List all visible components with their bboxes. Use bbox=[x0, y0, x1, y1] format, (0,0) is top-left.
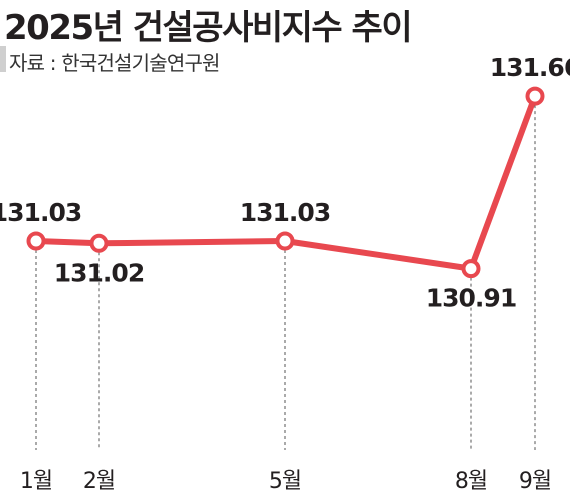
data-label-5: 131.66 bbox=[490, 53, 570, 82]
source-accent-bar bbox=[0, 46, 6, 72]
x-tick-label-1: 1월 bbox=[20, 469, 52, 494]
data-point-5 bbox=[525, 86, 545, 106]
data-label-2: 131.02 bbox=[54, 258, 144, 287]
x-tick-label-3: 5월 bbox=[269, 469, 301, 494]
data-point-2 bbox=[89, 233, 109, 253]
x-tick-label-4: 8월 bbox=[455, 469, 487, 494]
data-point-4 bbox=[461, 259, 481, 279]
data-label-4: 130.91 bbox=[426, 284, 516, 313]
source-note: 자료 : 한국건설기술연구원 bbox=[9, 51, 220, 75]
data-label-3: 131.03 bbox=[240, 198, 330, 227]
data-point-1 bbox=[26, 231, 46, 251]
chart-title: 2025년 건설공사비지수 추이 bbox=[4, 8, 413, 48]
x-tick-label-5: 9월 bbox=[519, 469, 551, 494]
x-tick-label-2: 2월 bbox=[83, 469, 115, 494]
data-label-1: 131.03 bbox=[0, 198, 81, 227]
data-point-3 bbox=[275, 231, 295, 251]
